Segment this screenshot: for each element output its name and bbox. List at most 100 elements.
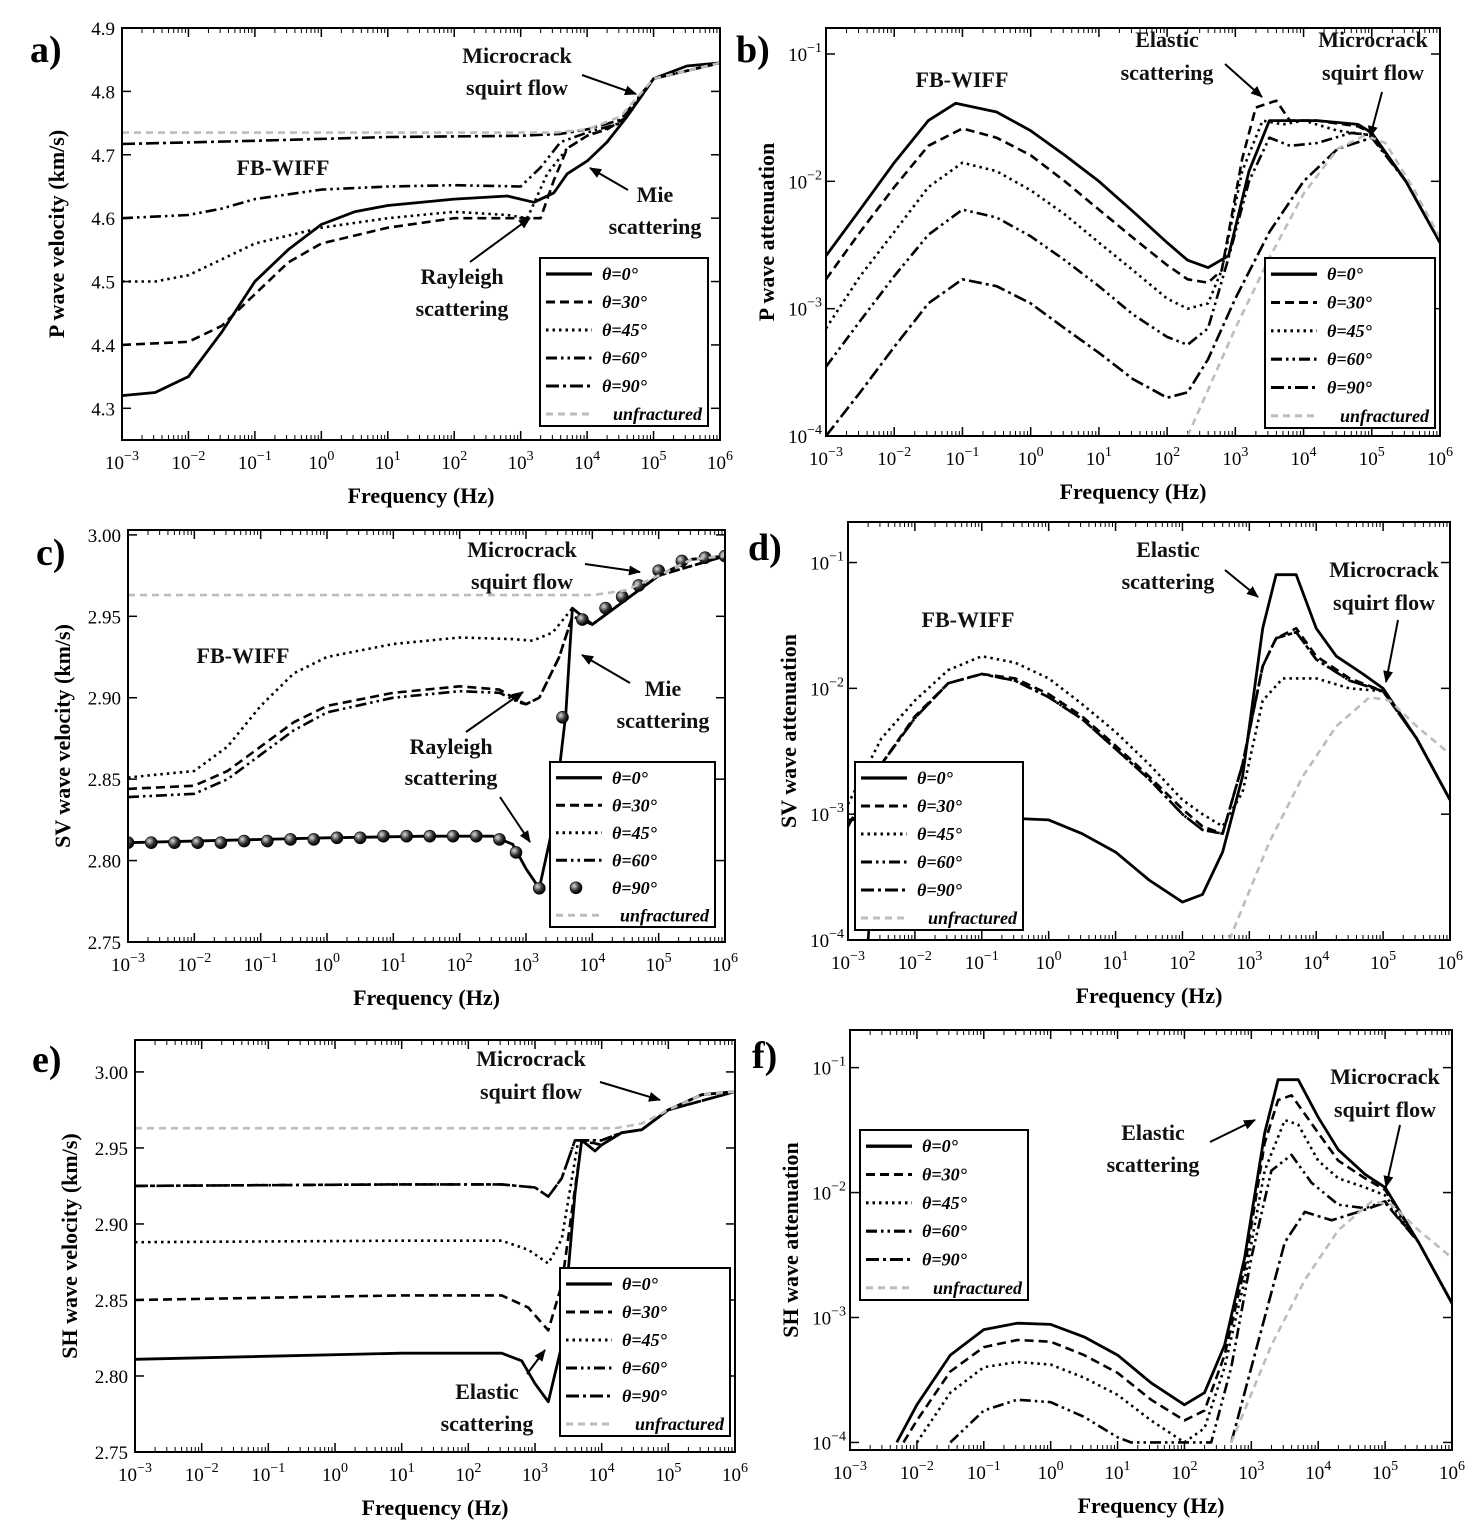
x-tick-label: 10−1 — [251, 1461, 285, 1486]
series-line — [826, 131, 1440, 368]
y-tick-label: 4.8 — [91, 82, 115, 103]
legend-label: θ=90° — [922, 1250, 968, 1270]
data-point-marker — [446, 829, 460, 843]
series-line — [866, 630, 1450, 940]
y-axis-label: SH wave attenuation — [778, 1142, 803, 1338]
legend-label: θ=0° — [1327, 264, 1364, 284]
x-tick-label: 104 — [1303, 949, 1329, 974]
data-point-marker — [469, 829, 483, 843]
tick-exponent: 1 — [394, 449, 401, 464]
x-tick-label: 103 — [1222, 445, 1248, 470]
series-line — [826, 99, 1440, 284]
annotation-label: squirt flow — [466, 75, 568, 100]
y-axis-label: SH wave velocity (km/s) — [57, 1133, 82, 1358]
y-axis-label: P wave attenuation — [754, 143, 779, 321]
y-tick-label: 4.5 — [91, 273, 115, 294]
tick-exponent: −2 — [190, 449, 205, 464]
legend: θ=0° θ=30° θ=45° θ=60° θ=90° unfractured — [854, 761, 1024, 931]
tick-base: 10 — [118, 1465, 137, 1486]
y-tick-label: 2.90 — [88, 689, 121, 710]
legend-label: θ=90° — [622, 1386, 668, 1406]
tick-exponent: −1 — [984, 949, 999, 964]
data-point-marker — [509, 846, 523, 859]
plot-frame — [825, 27, 1441, 437]
x-tick-label: 106 — [712, 951, 738, 976]
series-group — [122, 61, 720, 397]
tick-exponent: −1 — [986, 1459, 1001, 1474]
tick-exponent: 5 — [674, 1461, 681, 1476]
legend-label: θ=0° — [622, 1274, 659, 1294]
series-line — [135, 1090, 735, 1198]
tick-exponent: 4 — [593, 449, 600, 464]
annotation-label: squirt flow — [480, 1079, 582, 1104]
x-tick-label: 104 — [579, 951, 605, 976]
series-line — [128, 554, 725, 791]
tick-exponent: 3 — [1241, 445, 1248, 460]
x-tick-label: 105 — [655, 1461, 681, 1486]
legend-label: θ=0° — [612, 768, 649, 788]
legend-label: θ=45° — [622, 1330, 668, 1350]
tick-exponent: 2 — [1188, 949, 1195, 964]
legend-label: θ=0° — [602, 264, 639, 284]
tick-exponent: 0 — [341, 1461, 348, 1476]
data-point-marker — [168, 836, 181, 849]
series-line — [826, 101, 1440, 269]
tick-base: 10 — [1105, 1463, 1124, 1484]
y-axis-label: SV wave attenuation — [776, 634, 801, 828]
series-line — [949, 1153, 1452, 1444]
tick-exponent: −3 — [137, 1461, 152, 1476]
tick-base: 10 — [1437, 953, 1456, 974]
tick-exponent: 5 — [665, 951, 672, 966]
tick-base: 10 — [810, 679, 829, 700]
tick-base: 10 — [1303, 953, 1322, 974]
x-tick-label: 10−1 — [244, 951, 278, 976]
y-tick-label: 10−1 — [788, 41, 822, 66]
plot-frame — [847, 521, 1451, 941]
tick-base: 10 — [380, 955, 399, 976]
legend-label: θ=0° — [922, 1136, 959, 1156]
tick-base: 10 — [900, 1463, 919, 1484]
x-axis-label: Frequency (Hz) — [1076, 983, 1223, 1008]
tick-base: 10 — [1236, 953, 1255, 974]
series-line — [826, 119, 1440, 330]
tick-exponent: 2 — [1173, 445, 1180, 460]
tick-base: 10 — [455, 1465, 474, 1486]
annotation-label: FB-WIFF — [197, 643, 290, 668]
tick-base: 10 — [1372, 1463, 1391, 1484]
annotation-label: FB-WIFF — [916, 67, 1009, 92]
tick-exponent: 6 — [1446, 445, 1453, 460]
series-line — [122, 61, 720, 397]
data-point-marker — [307, 833, 321, 846]
legend-label: θ=30° — [1327, 293, 1373, 313]
tick-exponent: −1 — [831, 1055, 846, 1070]
tick-base: 10 — [809, 449, 828, 470]
x-tick-label: 10−1 — [967, 1459, 1001, 1484]
data-point-marker — [128, 836, 135, 849]
x-tick-label: 10−2 — [898, 949, 932, 974]
annotation-label: Elastic — [1121, 1120, 1185, 1145]
tick-base: 10 — [641, 453, 660, 474]
series-line — [128, 554, 725, 597]
data-point-marker — [377, 829, 390, 843]
y-tick-label: 10−1 — [812, 1055, 846, 1080]
tick-exponent: −1 — [964, 445, 979, 460]
data-point-marker — [632, 579, 646, 592]
tick-exponent: −2 — [807, 168, 822, 183]
data-point-marker — [532, 881, 546, 895]
tick-base: 10 — [812, 1059, 831, 1080]
annotation-label: scattering — [416, 296, 509, 321]
tick-base: 10 — [945, 449, 964, 470]
annotation-arrow — [599, 1081, 661, 1102]
tick-base: 10 — [1038, 1463, 1057, 1484]
x-tick-label: 103 — [1238, 1459, 1264, 1484]
tick-base: 10 — [1370, 953, 1389, 974]
tick-base: 10 — [574, 453, 593, 474]
panel-label: b) — [736, 29, 770, 71]
tick-exponent: 4 — [608, 1461, 615, 1476]
x-tick-label: 10−2 — [185, 1461, 219, 1486]
tick-base: 10 — [251, 1465, 270, 1486]
y-tick-label: 10−3 — [810, 801, 844, 826]
plot-frame — [134, 1039, 736, 1453]
tick-exponent: −2 — [196, 951, 211, 966]
tick-base: 10 — [1439, 1463, 1458, 1484]
